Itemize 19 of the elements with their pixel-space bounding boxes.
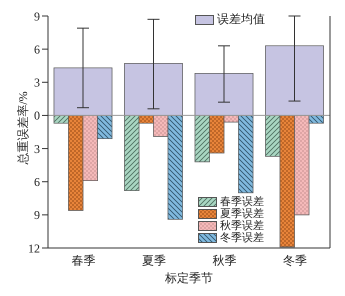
x-tick-label: 冬季: [282, 254, 307, 268]
x-tick-label: 秋季: [212, 254, 236, 268]
y-tick-label: 6: [34, 174, 40, 189]
y-axis-title: 总重误差率/%: [16, 90, 30, 167]
y-tick-label: 3: [34, 76, 40, 90]
legend-label: 春季误差: [219, 196, 264, 208]
y-tick-label: 0: [34, 108, 40, 123]
y-tick-label: 9: [34, 9, 40, 24]
x-tick-label: 夏季: [142, 254, 166, 268]
y-tick-label: 12: [28, 241, 40, 256]
x-axis-title: 标定季节: [164, 271, 213, 285]
legend-label: 夏季误差: [219, 208, 264, 220]
legend-label: 秋季误差: [219, 220, 264, 232]
y-tick-label: 6: [34, 42, 40, 56]
legend-label: 冬季误差: [219, 232, 264, 244]
x-tick-label: 春季: [71, 254, 96, 268]
y-tick-label: 9: [34, 208, 40, 222]
y-tick-label: 3: [34, 142, 40, 156]
legend-label: 误差均值: [216, 11, 265, 28]
